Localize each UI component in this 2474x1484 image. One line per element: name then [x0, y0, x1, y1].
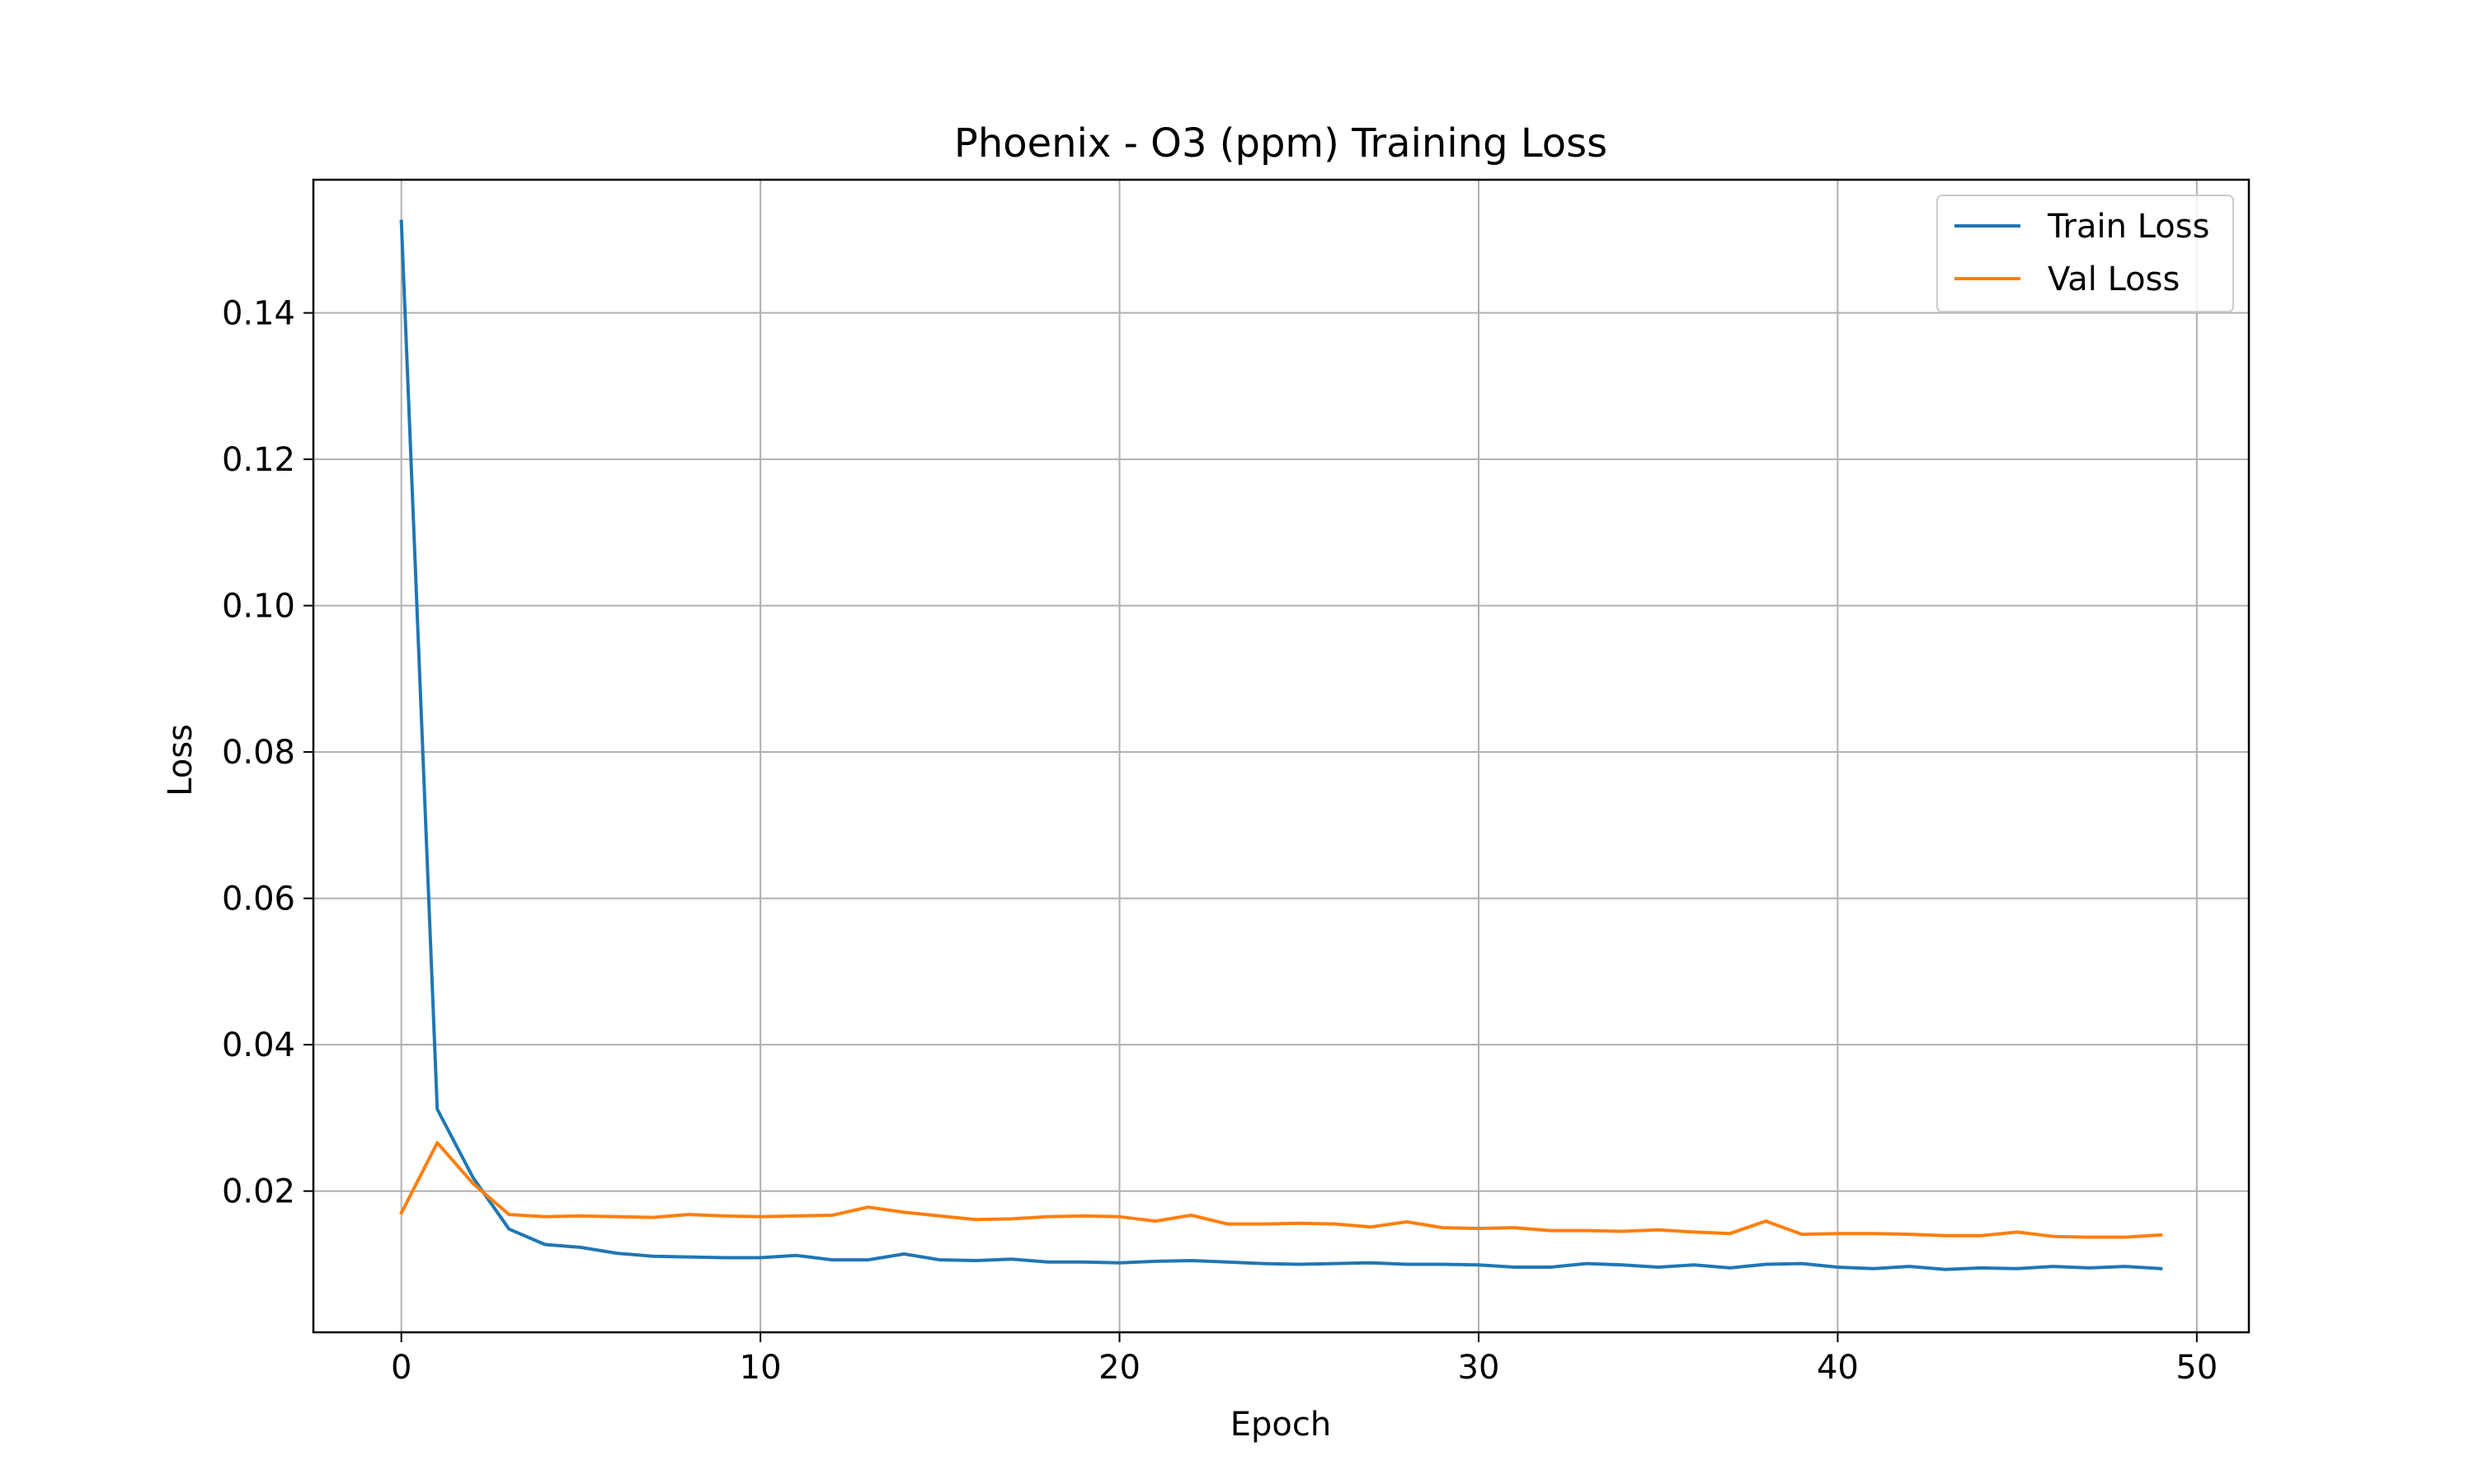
y-tick-label: 0.14: [222, 295, 295, 333]
x-tick-label: 30: [1458, 1349, 1500, 1387]
y-tick-label: 0.06: [222, 881, 295, 918]
y-tick-label: 0.02: [222, 1173, 295, 1211]
legend: Train Loss Val Loss: [1936, 195, 2234, 312]
x-axis-label: Epoch: [1230, 1406, 1331, 1444]
axis-ticks: 0 10 20 30 40 50 0.02 0.04 0.06 0.08 0.10 0.12 0.14: [222, 295, 2218, 1387]
plot-area-frame: [312, 178, 2251, 1334]
y-tick-label: 0.08: [222, 734, 295, 772]
legend-val-loss-label: Val Loss: [2048, 261, 2180, 298]
val-loss-line: [399, 1141, 2163, 1239]
x-tick-label: 10: [740, 1349, 782, 1387]
y-tick-label: 0.04: [222, 1026, 295, 1064]
x-tick-label: 50: [2175, 1349, 2218, 1387]
train-loss-line: [399, 219, 2163, 1271]
chart-title: Phoenix - O3 (ppm) Training Loss: [954, 120, 1607, 167]
y-tick-label: 0.10: [222, 588, 295, 626]
x-tick-label: 0: [391, 1349, 412, 1387]
legend-train-loss-label: Train Loss: [2047, 208, 2209, 246]
series-lines: [399, 219, 2163, 1271]
grid-lines: [313, 180, 2249, 1332]
x-tick-label: 20: [1098, 1349, 1141, 1387]
y-tick-label: 0.12: [222, 441, 295, 479]
x-tick-label: 40: [1817, 1349, 1859, 1387]
y-axis-label: Loss: [162, 724, 200, 796]
